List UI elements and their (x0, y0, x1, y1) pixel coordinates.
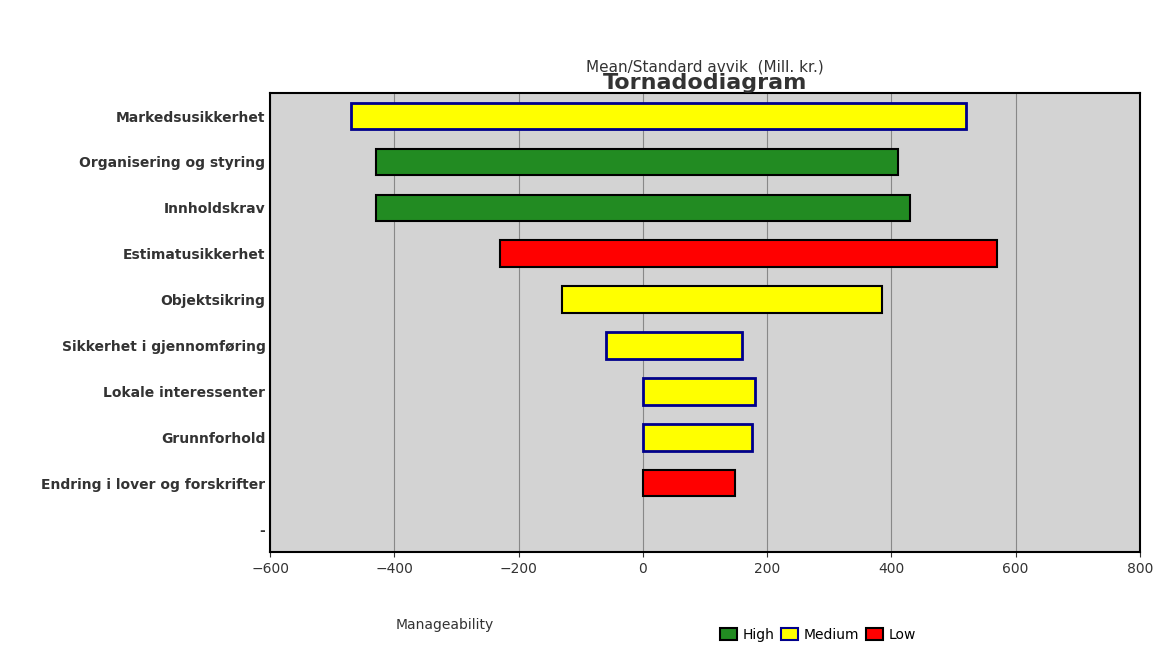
Bar (376, 194, 909, 221)
Bar (562, 286, 882, 313)
Bar (351, 102, 966, 130)
Bar (605, 332, 743, 359)
Text: Manageability: Manageability (395, 618, 494, 632)
Title: Tornadodiagram: Tornadodiagram (603, 73, 807, 93)
Legend: High, Medium, Low: High, Medium, Low (717, 624, 920, 646)
Text: Mean/Standard avvik  (Mill. kr.): Mean/Standard avvik (Mill. kr.) (586, 60, 824, 74)
Bar (643, 378, 754, 405)
Bar (643, 469, 734, 497)
Bar (376, 148, 898, 176)
Bar (643, 424, 752, 451)
Bar (501, 240, 996, 267)
